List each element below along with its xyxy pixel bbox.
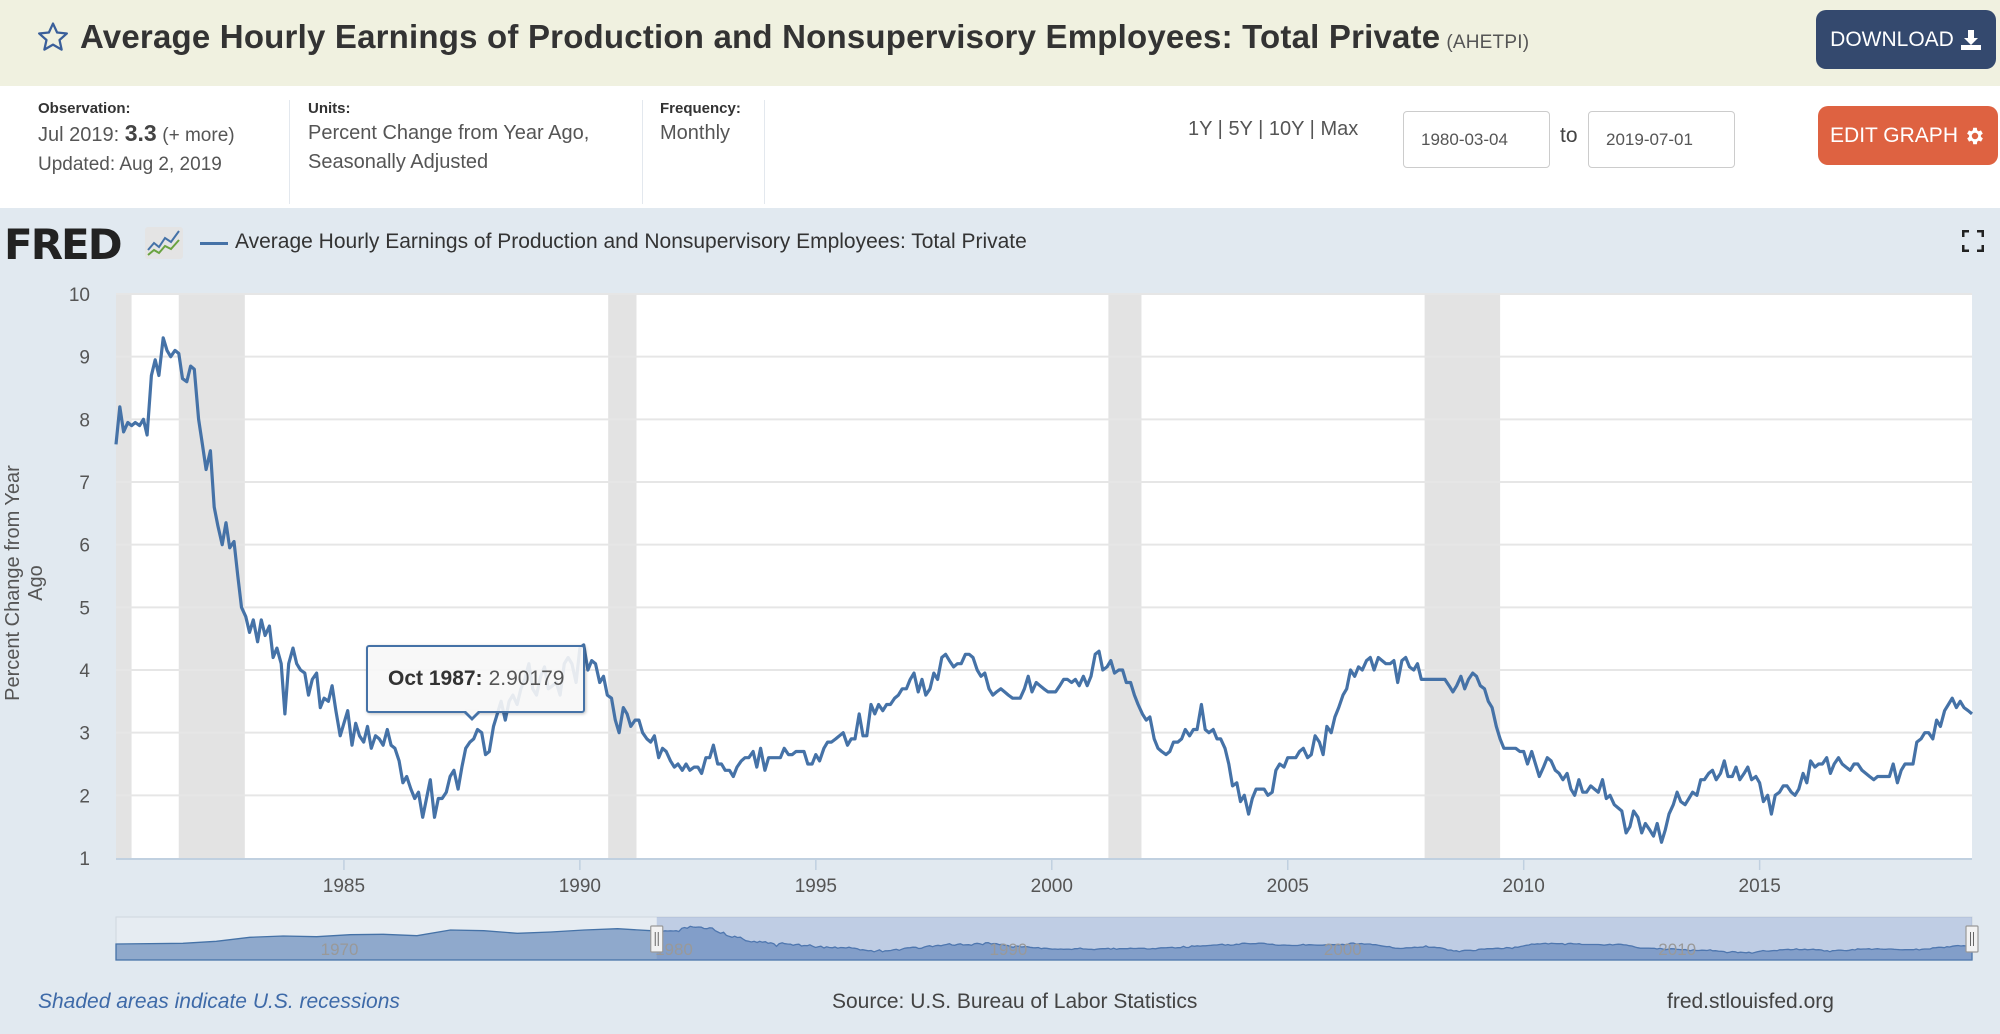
observation-date: Jul 2019: xyxy=(38,124,120,146)
range-links: 1Y | 5Y | 10Y | Max xyxy=(1188,118,1358,141)
plot-background xyxy=(116,294,1972,858)
recession-band xyxy=(608,294,637,858)
y-axis-ticks: 1 2 3 4 5 6 7 8 9 10 xyxy=(69,285,91,870)
navigator-label: 2010 xyxy=(1658,940,1696,959)
source-text: Source: U.S. Bureau of Labor Statistics xyxy=(832,990,1198,1013)
y-tick-label: 1 xyxy=(79,849,90,870)
recession-shading xyxy=(116,294,1501,858)
info-bar: Observation: Jul 2019: 3.3 (+ more) Upda… xyxy=(0,86,2000,208)
tooltip-pointer xyxy=(462,709,482,721)
recession-band xyxy=(116,294,132,858)
gear-icon xyxy=(1967,127,1983,144)
tooltip-value: 2.90179 xyxy=(488,667,565,690)
x-tick-label: 1990 xyxy=(559,876,601,897)
series-id: (AHETPI) xyxy=(1446,32,1530,53)
navigator-series xyxy=(115,925,1973,961)
y-tick-label: 3 xyxy=(79,724,90,745)
to-label: to xyxy=(1560,124,1578,147)
y-tick-label: 7 xyxy=(79,473,90,494)
page-title: Average Hourly Earnings of Production an… xyxy=(80,18,1529,56)
range-max[interactable]: Max xyxy=(1320,118,1359,140)
download-button[interactable]: DOWNLOAD xyxy=(1816,10,1996,69)
legend-swatch xyxy=(200,242,228,245)
units-line1: Percent Change from Year Ago, xyxy=(308,122,590,144)
x-tick-label: 2010 xyxy=(1503,876,1545,897)
download-label: DOWNLOAD xyxy=(1830,27,1954,51)
frequency-value: Monthly xyxy=(660,122,731,144)
range-separator: | xyxy=(1258,118,1264,140)
navigator: 1970 1980 1990 2000 2010 xyxy=(115,916,1979,961)
navigator-label: 2000 xyxy=(1324,940,1362,959)
tooltip-date: Oct 1987: xyxy=(388,667,483,690)
y-tick-label: 8 xyxy=(79,410,90,431)
site-link[interactable]: fred.stlouisfed.org xyxy=(1667,990,1834,1013)
tooltip: Oct 1987: 2.90179 xyxy=(366,645,585,713)
legend-label: Average Hourly Earnings of Production an… xyxy=(235,230,1027,253)
frequency-panel: Frequency: Monthly xyxy=(660,100,765,204)
range-10y[interactable]: 10Y xyxy=(1268,118,1305,140)
units-label: Units: xyxy=(308,100,351,117)
observation-value: 3.3 xyxy=(124,120,157,146)
x-tick-label: 1985 xyxy=(323,876,365,897)
observation-value-line: Jul 2019: 3.3 (+ more) xyxy=(38,119,289,150)
grid-lines xyxy=(116,293,1972,860)
edit-graph-button[interactable]: EDIT GRAPH xyxy=(1818,106,1998,165)
range-5y[interactable]: 5Y xyxy=(1228,118,1253,140)
navigator-selection[interactable] xyxy=(656,917,1973,960)
y-tick-label: 5 xyxy=(79,598,90,619)
range-1y[interactable]: 1Y xyxy=(1188,118,1213,140)
y-tick-label: 4 xyxy=(79,661,90,682)
navigator-handle[interactable] xyxy=(1965,925,1979,953)
recession-band xyxy=(1424,294,1501,858)
range-separator: | xyxy=(1309,118,1315,140)
observation-panel: Observation: Jul 2019: 3.3 (+ more) Upda… xyxy=(38,100,290,204)
updated-date: Updated: Aug 2, 2019 xyxy=(38,154,222,175)
navigator-label: 1990 xyxy=(989,940,1027,959)
recession-note[interactable]: Shaded areas indicate U.S. recessions xyxy=(38,990,400,1013)
y-tick-label: 6 xyxy=(79,536,90,557)
x-tick-label: 2005 xyxy=(1267,876,1309,897)
edit-graph-label: EDIT GRAPH xyxy=(1830,123,1958,147)
navigator-handle[interactable] xyxy=(650,925,664,953)
star-outline-icon[interactable] xyxy=(36,20,70,54)
series-line[interactable] xyxy=(114,336,1974,844)
fullscreen-icon[interactable] xyxy=(1962,230,1984,252)
observation-label: Observation: xyxy=(38,100,131,117)
fred-logo[interactable]: FRED xyxy=(4,220,123,269)
more-link[interactable]: (+ more) xyxy=(162,125,235,146)
title-text: Average Hourly Earnings of Production an… xyxy=(80,18,1441,55)
x-axis-ticks: 1985 1990 1995 2000 2005 2010 2015 xyxy=(323,858,1781,897)
recession-band xyxy=(1108,294,1142,858)
y-tick-label: 2 xyxy=(79,786,90,807)
units-panel: Units: Percent Change from Year Ago, Sea… xyxy=(308,100,643,204)
y-tick-label: 10 xyxy=(69,285,90,306)
range-separator: | xyxy=(1217,118,1223,140)
download-icon xyxy=(1960,29,1981,50)
x-tick-label: 1995 xyxy=(795,876,837,897)
start-date-input[interactable] xyxy=(1403,111,1550,168)
end-date-input[interactable] xyxy=(1588,111,1735,168)
frequency-label: Frequency: xyxy=(660,100,741,117)
navigator-label: 1970 xyxy=(321,940,359,959)
recession-band xyxy=(178,294,245,858)
navigator-label: 1980 xyxy=(655,940,693,959)
fred-graph-icon xyxy=(145,227,183,259)
x-tick-label: 2015 xyxy=(1739,876,1781,897)
title-bar: Average Hourly Earnings of Production an… xyxy=(0,0,2000,86)
x-tick-label: 2000 xyxy=(1031,876,1073,897)
units-line2: Seasonally Adjusted xyxy=(308,151,489,173)
y-tick-label: 9 xyxy=(79,348,90,369)
